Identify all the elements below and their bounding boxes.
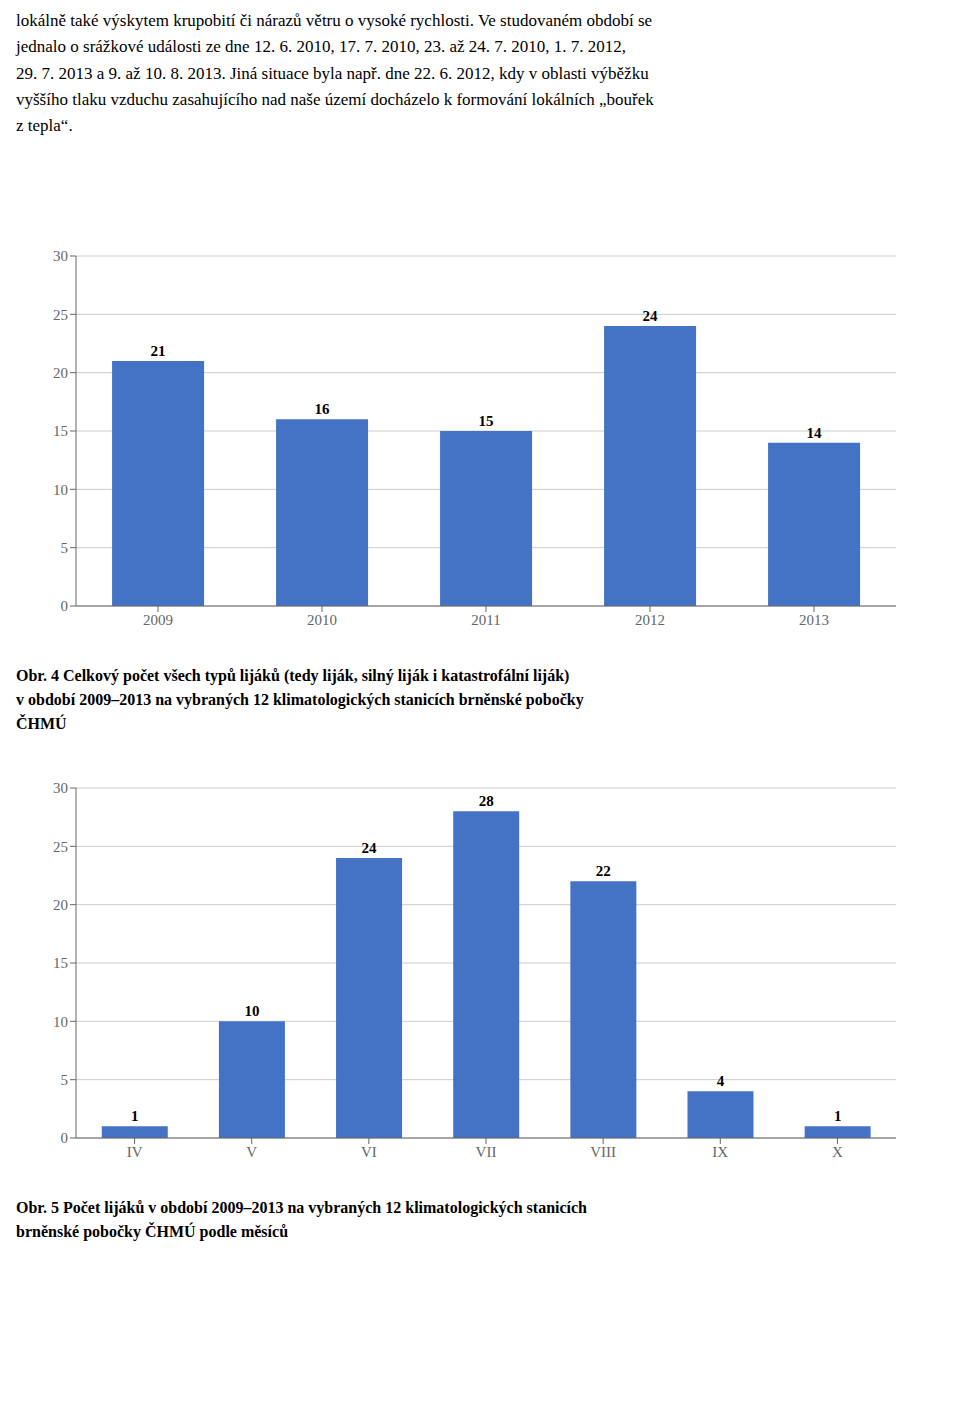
svg-text:VI: VI bbox=[361, 1144, 377, 1160]
svg-text:2012: 2012 bbox=[635, 612, 665, 628]
svg-text:22: 22 bbox=[596, 863, 611, 879]
svg-text:4: 4 bbox=[717, 1073, 725, 1089]
svg-text:5: 5 bbox=[61, 540, 69, 556]
svg-text:IV: IV bbox=[127, 1144, 143, 1160]
svg-text:X: X bbox=[832, 1144, 843, 1160]
svg-text:25: 25 bbox=[53, 307, 68, 323]
svg-text:5: 5 bbox=[61, 1072, 69, 1088]
svg-text:20: 20 bbox=[53, 897, 68, 913]
html-text:z tepla“.: z tepla“. bbox=[16, 116, 73, 136]
svg-text:21: 21 bbox=[151, 343, 166, 359]
svg-text:VIII: VIII bbox=[590, 1144, 616, 1160]
svg-text:10: 10 bbox=[53, 1014, 68, 1030]
html-text:Obr. 5 Počet lijáků v období 2: Obr. 5 Počet lijáků v období 2009–2013 n… bbox=[16, 1199, 587, 1216]
svg-text:24: 24 bbox=[643, 308, 659, 324]
svg-text:24: 24 bbox=[362, 840, 378, 856]
svg-text:0: 0 bbox=[61, 598, 69, 614]
html-text:jednalo o srážkové události ze: jednalo o srážkové události ze dne 12. 6… bbox=[16, 37, 626, 57]
html-text:lokálně také výskytem krupobit: lokálně také výskytem krupobití či náraz… bbox=[16, 11, 653, 30]
svg-text:IX: IX bbox=[712, 1144, 728, 1160]
html-text:vyššího tlaku vzduchu zasahují: vyššího tlaku vzduchu zasahujícího nad n… bbox=[16, 90, 654, 109]
svg-text:16: 16 bbox=[315, 401, 331, 417]
svg-text:2011: 2011 bbox=[471, 612, 500, 628]
html-text:29. 7. 2013 a 9. až 10. 8. 201: 29. 7. 2013 a 9. až 10. 8. 2013. Jiná si… bbox=[16, 63, 649, 83]
svg-text:20: 20 bbox=[53, 365, 68, 381]
html-text:ČHMÚ: ČHMÚ bbox=[16, 715, 67, 732]
html-text:v období 2009–2013 na vybranýc: v období 2009–2013 na vybraných 12 klima… bbox=[16, 691, 584, 708]
html-text:Obr. 4 Celkový počet všech typ: Obr. 4 Celkový počet všech typů lijáků (… bbox=[16, 667, 570, 684]
svg-text:V: V bbox=[246, 1144, 257, 1160]
html-text:brněnské pobočky ČHMÚ podle mě: brněnské pobočky ČHMÚ podle měsíců bbox=[16, 1223, 288, 1240]
svg-text:VII: VII bbox=[476, 1144, 497, 1160]
svg-text:15: 15 bbox=[479, 413, 494, 429]
svg-text:14: 14 bbox=[807, 425, 823, 441]
svg-text:2010: 2010 bbox=[307, 612, 337, 628]
svg-text:15: 15 bbox=[53, 423, 68, 439]
svg-text:10: 10 bbox=[244, 1003, 259, 1019]
svg-text:15: 15 bbox=[53, 955, 68, 971]
svg-text:2013: 2013 bbox=[799, 612, 829, 628]
svg-text:10: 10 bbox=[53, 482, 68, 498]
svg-text:30: 30 bbox=[53, 780, 68, 796]
svg-text:25: 25 bbox=[53, 839, 68, 855]
svg-text:0: 0 bbox=[61, 1130, 69, 1146]
svg-text:1: 1 bbox=[131, 1108, 139, 1124]
svg-text:30: 30 bbox=[53, 248, 68, 264]
svg-text:2009: 2009 bbox=[143, 612, 173, 628]
svg-text:28: 28 bbox=[479, 793, 494, 809]
svg-text:1: 1 bbox=[834, 1108, 842, 1124]
